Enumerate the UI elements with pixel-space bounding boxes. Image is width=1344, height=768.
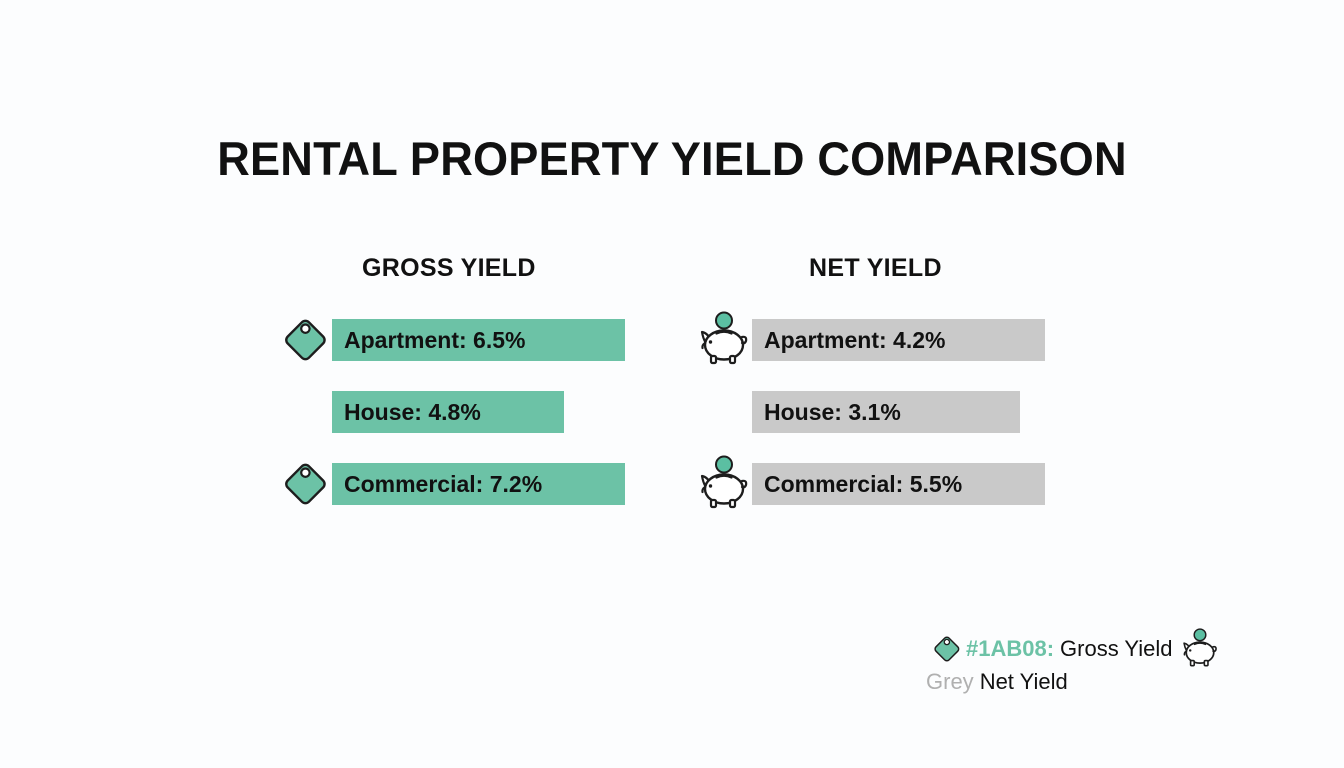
bar-row-net-commercial[interactable]: Commercial: 5.5% — [696, 455, 1045, 509]
legend-item-gross-yield[interactable]: #1AB08: Gross Yield — [926, 627, 1266, 666]
bar-label-net-commercial: Commercial: 5.5% — [752, 463, 1045, 505]
legend-label-gross: Gross Yield — [1060, 635, 1173, 661]
column-header-gross-yield: GROSS YIELD — [362, 254, 536, 282]
tag-icon — [926, 633, 966, 665]
bar-row-net-house[interactable]: House: 3.1% — [696, 391, 1020, 433]
bar-row-net-apartment[interactable]: Apartment: 4.2% — [696, 311, 1045, 365]
bar-label-gross-apartment: Apartment: 6.5% — [332, 319, 625, 361]
column-header-net-yield: NET YIELD — [809, 254, 942, 282]
piggy-bank-icon — [696, 455, 752, 512]
legend-label-net: Net Yield — [979, 668, 1068, 694]
bar-label-net-apartment: Apartment: 4.2% — [752, 319, 1045, 361]
tag-icon — [276, 312, 332, 368]
legend: #1AB08: Gross Yield Grey Net Yield — [926, 627, 1266, 698]
piggy-bank-icon — [1177, 627, 1223, 669]
bar-label-gross-commercial: Commercial: 7.2% — [332, 463, 625, 505]
piggy-bank-icon — [696, 311, 752, 368]
bar-label-net-house: House: 3.1% — [752, 391, 1020, 433]
page-title: RENTAL PROPERTY YIELD COMPARISON — [217, 132, 1127, 185]
tag-icon — [276, 456, 332, 512]
legend-color-gross: #1AB08: — [966, 635, 1055, 661]
bar-row-gross-commercial[interactable]: Commercial: 7.2% — [276, 463, 625, 505]
bar-label-gross-house: House: 4.8% — [332, 391, 564, 433]
legend-color-net: Grey — [926, 668, 974, 694]
bar-row-gross-apartment[interactable]: Apartment: 6.5% — [276, 319, 625, 361]
legend-item-net-yield[interactable]: Grey Net Yield — [926, 665, 1266, 698]
bar-row-gross-house[interactable]: House: 4.8% — [276, 391, 564, 433]
